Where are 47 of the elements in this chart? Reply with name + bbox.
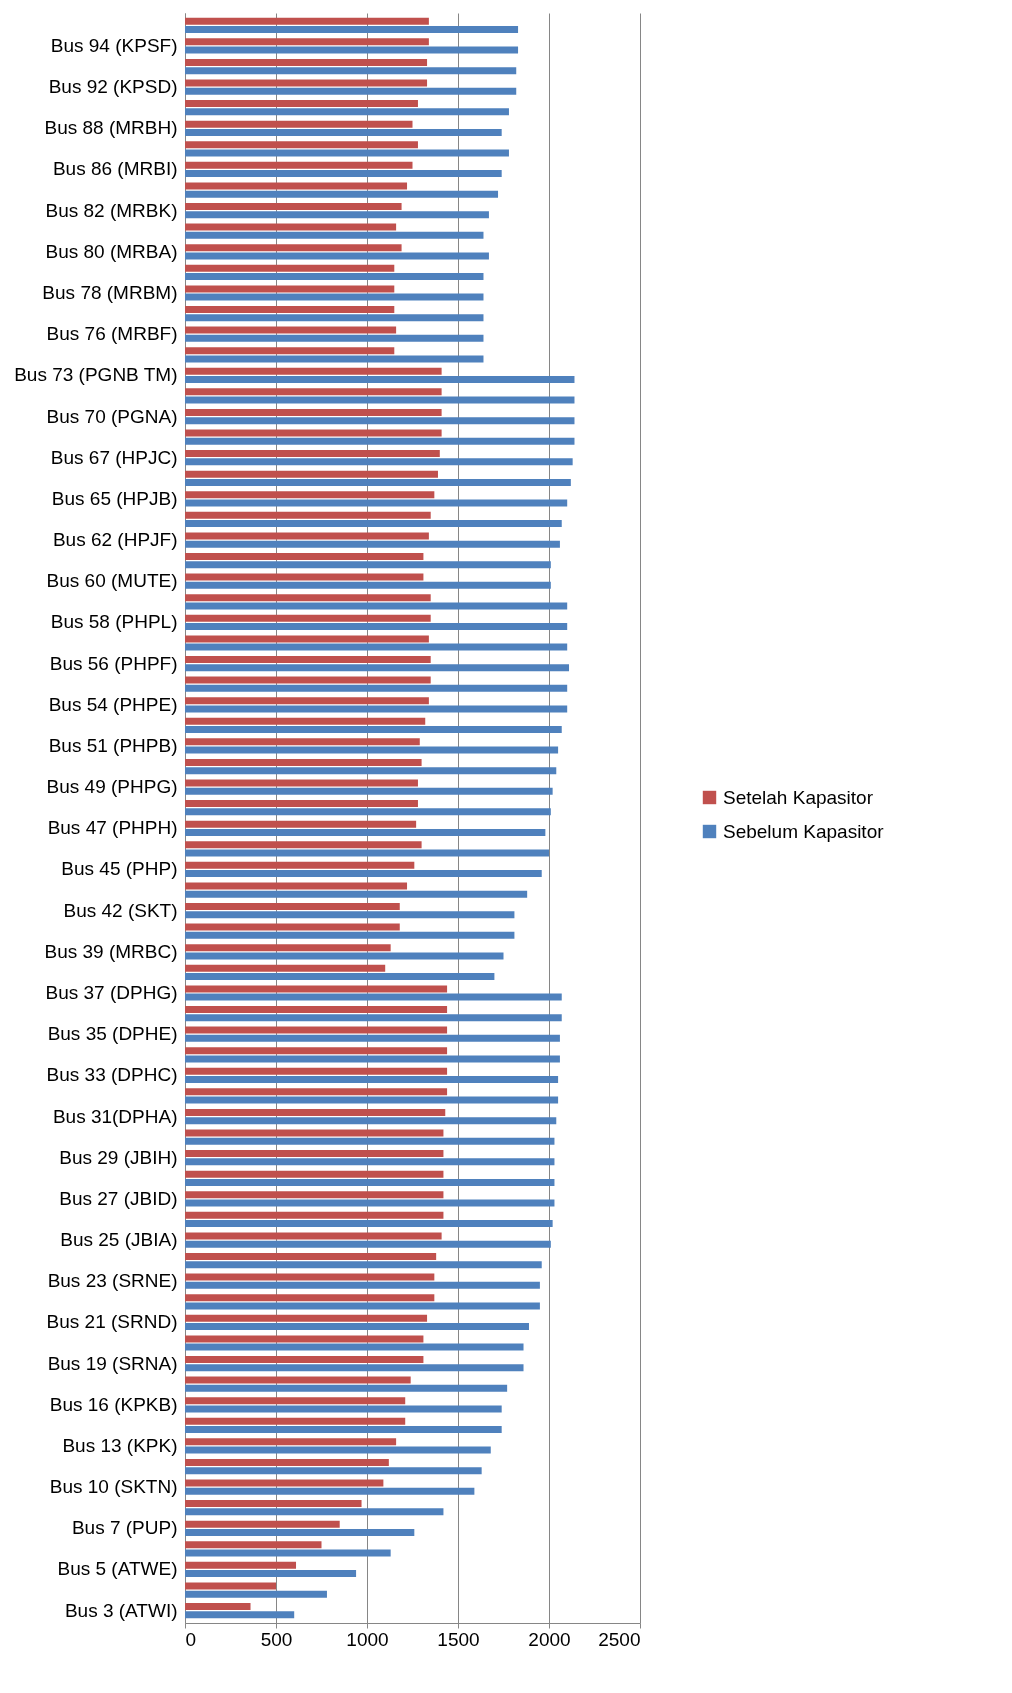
- y-tick-label: Bus 25 (JBIA): [60, 1229, 178, 1251]
- y-tick-label: Bus 29 (JBIH): [59, 1146, 178, 1168]
- y-tick-label: Bus 42 (SKT): [63, 899, 178, 921]
- x-tick-label: 0: [185, 1628, 197, 1650]
- y-tick-label: Bus 45 (PHP): [61, 858, 178, 880]
- y-tick-label: Bus 23 (SRNE): [47, 1270, 178, 1292]
- y-tick-label: Bus 5 (ATWE): [57, 1558, 178, 1580]
- y-tick-label: Bus 73 (PGNB TM): [14, 364, 178, 386]
- x-tick-label: 1000: [346, 1628, 389, 1650]
- y-tick-label: Bus 31(DPHA): [52, 1105, 178, 1127]
- y-tick-label: Bus 65 (HPJB): [51, 487, 178, 509]
- y-tick-label: Bus 82 (MRBK): [45, 199, 178, 221]
- y-tick-label: Bus 88 (MRBH): [44, 117, 178, 139]
- x-tick-label: 500: [260, 1628, 293, 1650]
- x-tick-label: 2000: [528, 1628, 571, 1650]
- y-tick-label: Bus 60 (MUTE): [46, 570, 178, 592]
- y-tick-label: Bus 19 (SRNA): [47, 1352, 178, 1374]
- y-tick-label: Bus 10 (SKTN): [49, 1476, 178, 1498]
- y-tick-label: Bus 3 (ATWI): [64, 1599, 178, 1621]
- y-tick-label: Bus 54 (PHPE): [48, 693, 178, 715]
- y-tick-label: Bus 49 (PHPG): [46, 776, 178, 798]
- y-tick-label: Bus 16 (KPKB): [49, 1393, 178, 1415]
- y-tick-label: Bus 7 (PUP): [71, 1517, 178, 1539]
- y-tick-label: Bus 76 (MRBF): [46, 323, 178, 345]
- y-tick-label: Bus 94 (KPSF): [50, 34, 178, 56]
- y-tick-label: Bus 56 (PHPF): [49, 652, 178, 674]
- y-tick-label: Bus 39 (MRBC): [44, 940, 178, 962]
- y-tick-label: Bus 51 (PHPB): [48, 734, 178, 756]
- legend-label: Sebelum Kapasitor: [723, 820, 885, 842]
- legend-label: Setelah Kapasitor: [723, 786, 874, 808]
- x-tick-label: 2500: [598, 1628, 641, 1650]
- y-tick-label: Bus 21 (SRND): [46, 1311, 178, 1333]
- y-tick-label: Bus 33 (DPHC): [46, 1064, 178, 1086]
- y-tick-label: Bus 27 (JBID): [59, 1187, 178, 1209]
- x-tick-label: 1500: [437, 1628, 480, 1650]
- y-tick-label: Bus 35 (DPHE): [47, 1023, 178, 1045]
- y-tick-label: Bus 62 (HPJF): [52, 529, 178, 551]
- y-tick-label: Bus 13 (KPK): [62, 1434, 178, 1456]
- y-tick-label: Bus 67 (HPJC): [50, 446, 178, 468]
- y-tick-label: Bus 86 (MRBI): [52, 158, 178, 180]
- y-tick-label: Bus 92 (KPSD): [48, 76, 178, 98]
- y-tick-label: Bus 80 (MRBA): [45, 240, 178, 262]
- y-tick-label: Bus 70 (PGNA): [46, 405, 178, 427]
- y-tick-label: Bus 37 (DPHG): [45, 982, 178, 1003]
- y-tick-label: Bus 78 (MRBM): [42, 282, 178, 303]
- y-tick-label: Bus 58 (PHPL): [50, 611, 178, 633]
- y-tick-label: Bus 47 (PHPH): [47, 817, 178, 839]
